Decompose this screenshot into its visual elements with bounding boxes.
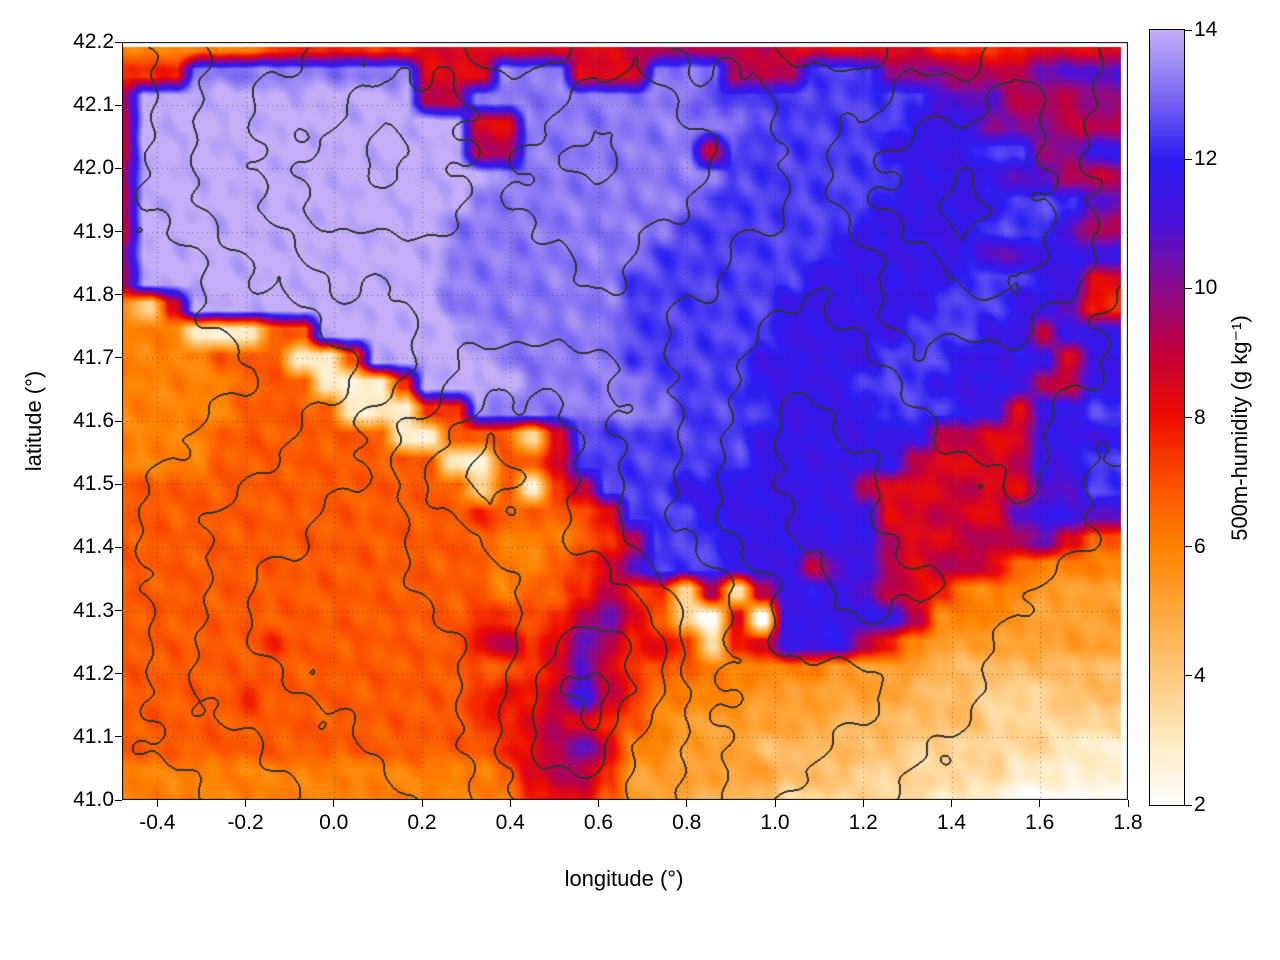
x-tick-mark xyxy=(245,800,247,807)
colorbar-tick-label: 4 xyxy=(1194,663,1206,687)
x-tick-mark xyxy=(509,800,511,807)
y-tick-mark xyxy=(115,673,122,675)
x-tick-mark xyxy=(421,800,423,807)
x-tick-label: 1.2 xyxy=(848,811,878,834)
colorbar-tick-mark xyxy=(1185,158,1192,160)
y-tick-label: 41.8 xyxy=(73,282,114,306)
x-tick-label: 0.4 xyxy=(495,811,525,834)
x-tick-mark xyxy=(333,800,335,807)
y-tick-label: 42.2 xyxy=(73,30,114,53)
y-tick-label: 41.0 xyxy=(73,788,114,811)
y-tick-mark xyxy=(115,357,122,359)
colorbar-tick-mark xyxy=(1185,804,1192,806)
y-tick-label: 41.9 xyxy=(73,219,114,243)
colorbar-tick-mark xyxy=(1185,675,1192,677)
y-tick-mark xyxy=(115,231,122,232)
x-tick-label: 0.8 xyxy=(672,811,702,834)
colorbar-tick-label: 10 xyxy=(1194,276,1218,300)
x-tick-label: 0.6 xyxy=(583,811,614,834)
x-axis-label: longitude (°) xyxy=(564,866,684,891)
y-tick-label: 41.5 xyxy=(73,472,114,496)
y-tick-label: 41.1 xyxy=(73,724,114,748)
x-tick-mark xyxy=(686,800,688,807)
colorbar-tick-label: 2 xyxy=(1194,793,1206,816)
colorbar-tick-label: 14 xyxy=(1194,18,1218,41)
colorbar-gradient xyxy=(1150,30,1184,805)
y-tick-mark xyxy=(115,610,122,611)
colorbar-tick-mark xyxy=(1185,546,1192,548)
x-tick-label: 1.6 xyxy=(1025,811,1055,834)
x-tick-label: 1.0 xyxy=(760,811,790,834)
y-tick-label: 42.1 xyxy=(73,93,114,117)
colorbar-tick-label: 6 xyxy=(1194,534,1206,558)
x-tick-mark xyxy=(1039,800,1041,807)
x-tick-label: -0.4 xyxy=(139,811,176,834)
x-tick-mark xyxy=(951,800,952,807)
y-tick-mark xyxy=(115,736,122,738)
plot-area xyxy=(122,42,1128,800)
y-tick-label: 41.2 xyxy=(73,661,114,685)
x-tick-mark xyxy=(862,800,864,807)
colorbar-tick-label: 12 xyxy=(1194,147,1218,171)
y-tick-label: 41.4 xyxy=(73,535,114,559)
y-tick-label: 42.0 xyxy=(73,156,114,180)
x-tick-label: 0.0 xyxy=(319,811,349,834)
colorbar xyxy=(1149,29,1185,806)
x-tick-label: 0.2 xyxy=(407,811,437,834)
x-tick-mark xyxy=(598,800,600,807)
y-tick-mark xyxy=(115,167,122,169)
x-tick-label: 1.4 xyxy=(936,811,967,834)
y-tick-mark xyxy=(115,483,122,485)
y-tick-mark xyxy=(115,294,122,296)
y-tick-mark xyxy=(115,104,122,106)
colorbar-tick-mark xyxy=(1185,29,1192,31)
x-tick-mark xyxy=(156,800,158,807)
colorbar-tick-label: 8 xyxy=(1194,405,1206,429)
x-tick-label: -0.2 xyxy=(227,811,264,834)
x-tick-mark xyxy=(774,800,776,807)
y-tick-mark xyxy=(115,420,122,422)
x-tick-label: 1.8 xyxy=(1113,811,1143,834)
y-tick-label: 41.3 xyxy=(73,598,114,622)
y-tick-label: 41.7 xyxy=(73,345,114,369)
heatmap-canvas xyxy=(122,42,1128,800)
y-tick-label: 41.6 xyxy=(73,409,114,432)
y-tick-mark xyxy=(115,546,122,548)
y-tick-mark xyxy=(115,41,122,43)
y-tick-mark xyxy=(115,799,122,801)
colorbar-tick-mark xyxy=(1185,417,1192,418)
x-tick-mark xyxy=(1127,800,1129,807)
colorbar-tick-mark xyxy=(1185,287,1192,289)
